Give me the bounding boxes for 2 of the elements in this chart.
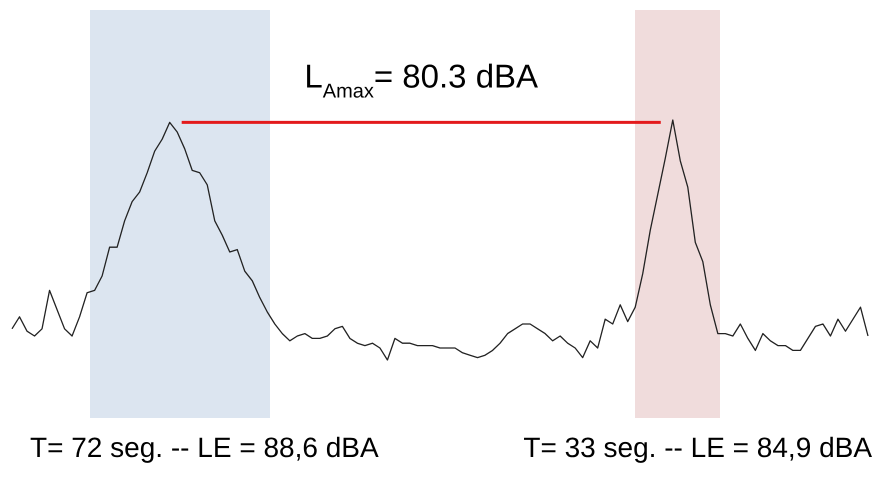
text: T= 72 seg. -- LE = 88,6 dBA [30,432,379,463]
text: T= 33 seg. -- LE = 84,9 dBA [523,432,872,463]
